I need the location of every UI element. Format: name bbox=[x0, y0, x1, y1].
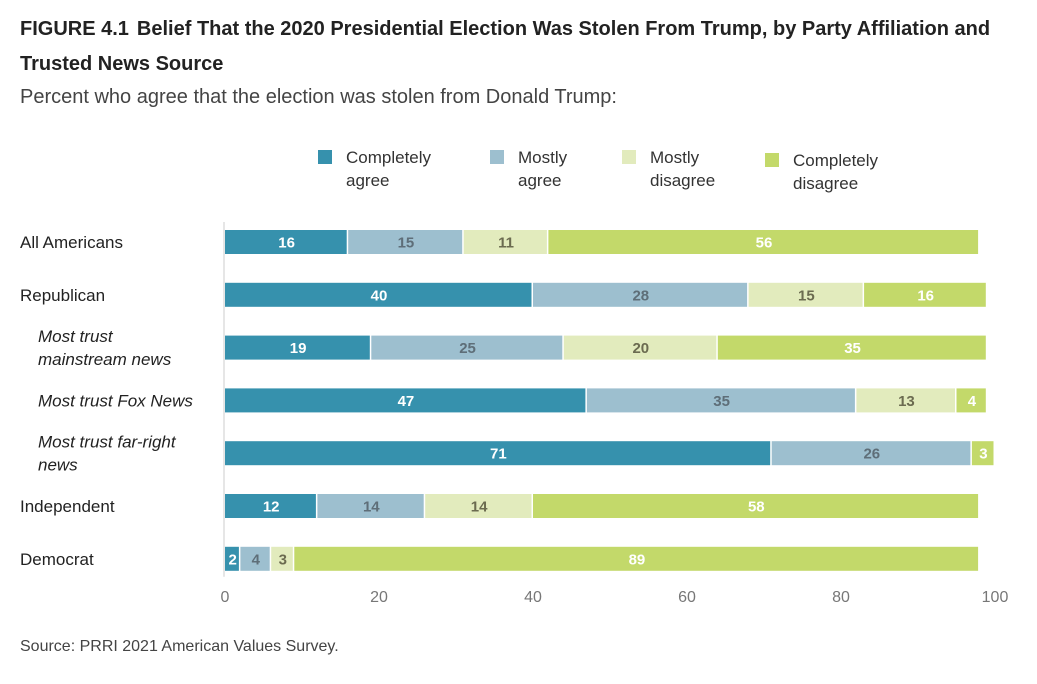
data-label: 47 bbox=[398, 393, 415, 410]
bar-completely-disagree-most-trust-mainstream-news bbox=[717, 335, 986, 360]
legend-label: Mostly agree bbox=[518, 148, 568, 190]
data-label: 19 bbox=[290, 340, 307, 357]
data-label: 4 bbox=[968, 393, 977, 410]
data-label: 15 bbox=[398, 235, 415, 252]
bar-completely-agree-most-trust-fox-news bbox=[225, 388, 586, 413]
bar-mostly-disagree-democrat bbox=[271, 546, 293, 571]
data-label: 26 bbox=[863, 446, 880, 463]
legend-label: Completely disagree bbox=[793, 151, 879, 193]
bar-completely-disagree-republican bbox=[864, 282, 986, 307]
bar-mostly-agree-all-americans bbox=[348, 230, 463, 254]
bar-mostly-disagree-all-americans bbox=[463, 230, 547, 254]
figure-number: FIGURE 4.1 bbox=[20, 18, 129, 40]
data-label: 14 bbox=[471, 499, 488, 516]
bar-completely-agree-independent bbox=[225, 494, 316, 518]
x-tick-label: 40 bbox=[524, 589, 542, 606]
data-label: 58 bbox=[748, 499, 765, 516]
row-label: All Americans bbox=[20, 233, 123, 252]
data-label: 11 bbox=[498, 235, 514, 252]
legend-swatch bbox=[490, 150, 504, 164]
chart-title: FIGURE 4.1 Belief That the 2020 President… bbox=[20, 12, 1020, 82]
data-label: 13 bbox=[898, 393, 915, 410]
bar-mostly-disagree-most-trust-fox-news bbox=[856, 388, 955, 413]
source-note: Source: PRRI 2021 American Values Survey… bbox=[20, 638, 339, 655]
bar-mostly-agree-independent bbox=[317, 494, 424, 518]
bar-completely-agree-most-trust-mainstream-news bbox=[225, 335, 370, 360]
bar-completely-disagree-most-trust-fox-news bbox=[956, 388, 986, 413]
bar-mostly-disagree-republican bbox=[748, 282, 863, 307]
data-label: 16 bbox=[278, 235, 295, 252]
data-label: 2 bbox=[229, 551, 237, 568]
data-label: 20 bbox=[632, 340, 649, 357]
bar-mostly-agree-most-trust-mainstream-news bbox=[371, 335, 563, 360]
legend-item-completely-agree: Completely agree bbox=[318, 146, 468, 192]
bar-completely-agree-most-trust-far-right-news bbox=[225, 441, 771, 466]
legend-label: Completely agree bbox=[346, 148, 432, 190]
legend-label: Mostly disagree bbox=[650, 148, 716, 190]
data-label: 14 bbox=[363, 499, 380, 516]
row-label: Most trust far-right news bbox=[38, 433, 177, 475]
bar-mostly-agree-democrat bbox=[240, 546, 270, 571]
legend-item-completely-disagree: Completely disagree bbox=[765, 149, 895, 195]
row-label: Democrat bbox=[20, 550, 94, 569]
row-label: Most trust Fox News bbox=[38, 391, 193, 410]
x-tick-label: 80 bbox=[832, 589, 850, 606]
figure-title-text: Belief That the 2020 Presidential Electi… bbox=[20, 18, 991, 75]
data-label: 35 bbox=[713, 393, 730, 410]
x-tick-label: 60 bbox=[678, 589, 696, 606]
data-label: 89 bbox=[629, 551, 646, 568]
x-tick-label: 100 bbox=[982, 589, 1009, 606]
row-label: Most trust mainstream news bbox=[38, 327, 172, 369]
legend-swatch bbox=[622, 150, 636, 164]
data-label: 4 bbox=[252, 551, 261, 568]
data-label: 56 bbox=[756, 235, 773, 252]
legend-swatch bbox=[765, 153, 779, 167]
data-label: 15 bbox=[798, 287, 815, 304]
data-label: 3 bbox=[279, 551, 287, 568]
bar-mostly-agree-republican bbox=[533, 282, 748, 307]
bar-mostly-disagree-independent bbox=[425, 494, 532, 518]
bar-mostly-agree-most-trust-fox-news bbox=[586, 388, 855, 413]
bar-completely-agree-all-americans bbox=[225, 230, 347, 254]
data-label: 28 bbox=[632, 287, 649, 304]
legend-item-mostly-agree: Mostly agree bbox=[490, 146, 600, 192]
data-label: 40 bbox=[371, 287, 388, 304]
bar-completely-disagree-most-trust-far-right-news bbox=[971, 441, 994, 466]
bar-completely-disagree-independent bbox=[533, 494, 979, 518]
data-label: 3 bbox=[979, 446, 987, 463]
data-label: 35 bbox=[844, 340, 861, 357]
bar-mostly-agree-most-trust-far-right-news bbox=[771, 441, 971, 466]
bar-completely-agree-republican bbox=[225, 282, 532, 307]
bar-completely-agree-democrat bbox=[225, 546, 239, 571]
row-label: Republican bbox=[20, 286, 105, 305]
chart-subtitle: Percent who agree that the election was … bbox=[20, 86, 617, 108]
x-tick-label: 20 bbox=[370, 589, 388, 606]
bar-mostly-disagree-most-trust-mainstream-news bbox=[563, 335, 717, 360]
legend-swatch bbox=[318, 150, 332, 164]
bar-completely-disagree-all-americans bbox=[548, 230, 979, 254]
legend-item-mostly-disagree: Mostly disagree bbox=[622, 146, 737, 192]
bar-completely-disagree-democrat bbox=[294, 546, 979, 571]
row-label: Independent bbox=[20, 497, 115, 516]
data-label: 16 bbox=[917, 287, 934, 304]
data-label: 71 bbox=[490, 446, 507, 463]
x-tick-label: 0 bbox=[221, 589, 230, 606]
data-label: 25 bbox=[459, 340, 476, 357]
data-label: 12 bbox=[263, 499, 280, 516]
